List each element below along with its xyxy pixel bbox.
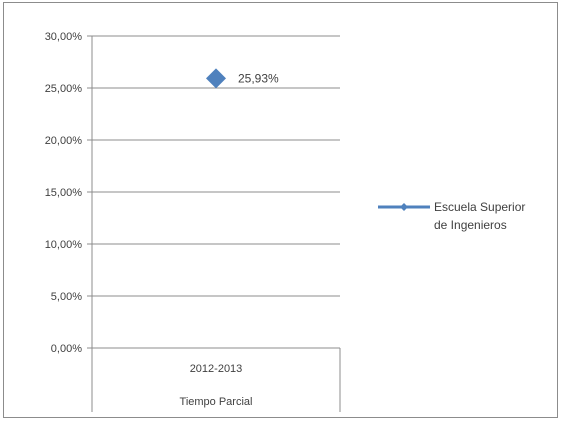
x-category-group-label: Tiempo Parcial xyxy=(180,396,253,408)
x-category-label: 2012-2013 xyxy=(190,363,243,375)
y-tick-label: 5,00% xyxy=(51,291,82,303)
x-category-labels: 2012-2013 Tiempo Parcial xyxy=(180,363,253,408)
y-tick-label: 30,00% xyxy=(45,31,83,43)
legend: Escuela Superior de Ingenieros xyxy=(378,200,525,232)
legend-marker xyxy=(400,203,408,211)
y-tick-label: 10,00% xyxy=(45,239,83,251)
y-tick-labels: 0,00% 5,00% 10,00% 15,00% 20,00% 25,00% 30,00% xyxy=(45,31,83,355)
data-point-marker xyxy=(206,68,226,89)
y-tick-label: 25,00% xyxy=(45,83,83,95)
data-label: 25,93% xyxy=(238,71,279,85)
y-tick-label: 0,00% xyxy=(51,343,82,355)
legend-label: Escuela Superior xyxy=(434,200,525,214)
legend-label: de Ingenieros xyxy=(434,218,507,232)
data-labels: 25,93% xyxy=(238,71,279,85)
chart-frame xyxy=(3,2,558,418)
series-markers xyxy=(206,68,226,89)
y-tick-label: 20,00% xyxy=(45,135,83,147)
y-tick-label: 15,00% xyxy=(45,187,83,199)
axes xyxy=(87,35,341,412)
